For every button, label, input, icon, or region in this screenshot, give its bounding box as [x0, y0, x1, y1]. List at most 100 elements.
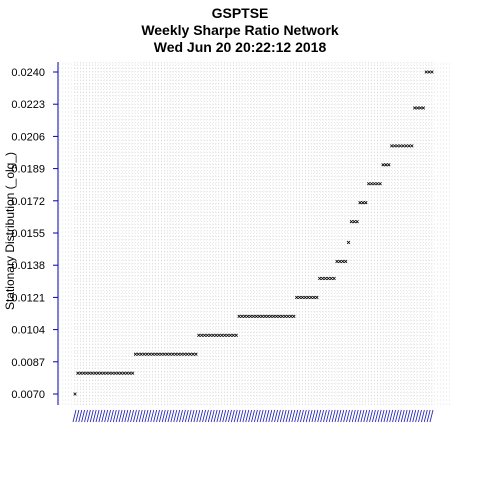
y-tick-label: 0.0155	[11, 228, 45, 240]
data-point	[424, 70, 428, 74]
data-point	[263, 314, 267, 319]
x-tick-mark	[130, 409, 135, 423]
data-point	[174, 352, 178, 356]
x-tick-mark	[268, 409, 273, 423]
data-point	[364, 201, 368, 205]
y-tick-label: 0.0189	[11, 164, 45, 176]
data-point	[404, 144, 408, 148]
x-tick-mark	[202, 409, 206, 423]
data-point	[168, 352, 172, 356]
data-point	[410, 144, 414, 148]
data-point	[283, 314, 287, 319]
data-point	[407, 144, 411, 148]
y-tick-label: 0.0087	[11, 357, 45, 369]
x-tick-mark	[426, 409, 431, 423]
x-tick-mark	[199, 409, 204, 423]
x-tick-mark	[156, 409, 160, 423]
data-point	[228, 333, 233, 337]
x-tick-mark	[150, 409, 155, 423]
data-point	[320, 276, 325, 281]
x-tick-mark	[170, 409, 175, 423]
x-tick-mark	[115, 409, 120, 423]
data-point	[231, 333, 236, 337]
x-tick-mark	[158, 409, 163, 423]
data-point	[341, 259, 345, 264]
x-tick-mark	[325, 409, 330, 423]
data-point	[162, 352, 166, 356]
x-tick-mark	[239, 409, 244, 423]
data-point	[277, 314, 282, 319]
x-tick-mark	[300, 409, 304, 423]
x-tick-mark	[259, 409, 264, 423]
data-point	[90, 371, 94, 375]
x-tick-mark	[84, 409, 88, 423]
data-point	[303, 295, 308, 300]
x-tick-mark	[89, 409, 94, 423]
x-tick-mark	[409, 409, 414, 423]
data-point	[136, 352, 141, 356]
x-tick-mark	[256, 409, 261, 423]
data-point	[295, 295, 299, 300]
data-point	[254, 314, 259, 319]
x-tick-mark	[251, 409, 255, 423]
data-point	[266, 314, 270, 319]
data-point	[271, 314, 276, 319]
data-point	[113, 371, 117, 375]
data-point	[214, 333, 218, 337]
x-tick-mark	[314, 409, 319, 423]
x-tick-mark	[233, 409, 238, 423]
data-point	[188, 352, 192, 356]
data-point	[398, 144, 403, 148]
data-point	[384, 163, 388, 167]
x-tick-mark	[253, 409, 258, 423]
data-point	[93, 371, 97, 375]
data-point	[413, 106, 417, 110]
data-point	[145, 352, 149, 356]
data-point	[153, 352, 158, 356]
x-tick-mark	[124, 409, 129, 423]
data-point	[102, 371, 106, 375]
chart-title-line-3: Wed Jun 20 20:22:12 2018	[153, 39, 327, 55]
data-point	[148, 352, 152, 356]
x-tick-mark	[153, 409, 158, 423]
x-tick-mark	[147, 409, 152, 423]
x-tick-mark	[184, 409, 189, 423]
data-point	[338, 259, 342, 264]
data-point	[375, 182, 379, 186]
data-point	[194, 352, 198, 356]
x-tick-mark	[415, 409, 420, 423]
x-tick-mark	[380, 409, 385, 423]
x-tick-mark	[138, 409, 143, 423]
x-tick-mark	[213, 409, 218, 423]
x-tick-mark	[104, 409, 109, 423]
data-point	[179, 352, 184, 356]
data-point	[326, 276, 331, 281]
x-tick-mark	[294, 409, 299, 423]
data-point	[208, 333, 212, 337]
x-tick-mark	[219, 409, 224, 423]
x-tick-mark	[265, 409, 270, 423]
data-point	[251, 314, 256, 319]
data-point	[191, 352, 195, 356]
data-point	[346, 240, 351, 245]
x-tick-mark	[374, 409, 379, 423]
x-tick-mark	[236, 409, 241, 423]
data-point	[358, 201, 362, 205]
data-point	[390, 144, 394, 148]
x-tick-mark	[317, 409, 322, 423]
x-tick-mark	[193, 409, 198, 423]
data-point	[76, 371, 80, 375]
x-tick-mark	[274, 409, 278, 423]
data-point	[240, 314, 244, 319]
data-point	[159, 352, 164, 356]
x-tick-mark	[397, 409, 402, 423]
data-point	[197, 333, 201, 337]
data-point	[182, 352, 187, 356]
x-tick-mark	[248, 409, 253, 423]
x-tick-mark	[78, 409, 83, 423]
data-point	[257, 314, 261, 319]
data-point	[387, 163, 391, 167]
data-point	[151, 352, 155, 356]
x-tick-mark	[297, 409, 302, 423]
